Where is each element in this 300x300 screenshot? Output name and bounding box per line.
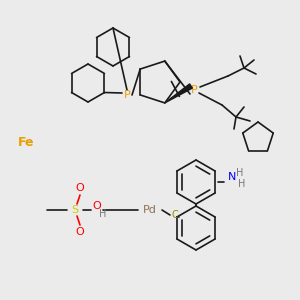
Text: O: O [93,201,101,211]
Text: Pd: Pd [143,205,157,215]
Text: C: C [172,210,178,220]
Text: N: N [228,172,236,182]
Text: Fe: Fe [18,136,34,148]
Text: O: O [76,227,84,237]
Text: S: S [71,205,79,215]
Text: P: P [124,90,130,100]
Polygon shape [165,84,192,103]
Text: H: H [236,168,244,178]
Text: P: P [190,85,197,95]
Text: H: H [238,179,246,189]
Text: O: O [76,183,84,193]
Text: H: H [99,209,107,219]
